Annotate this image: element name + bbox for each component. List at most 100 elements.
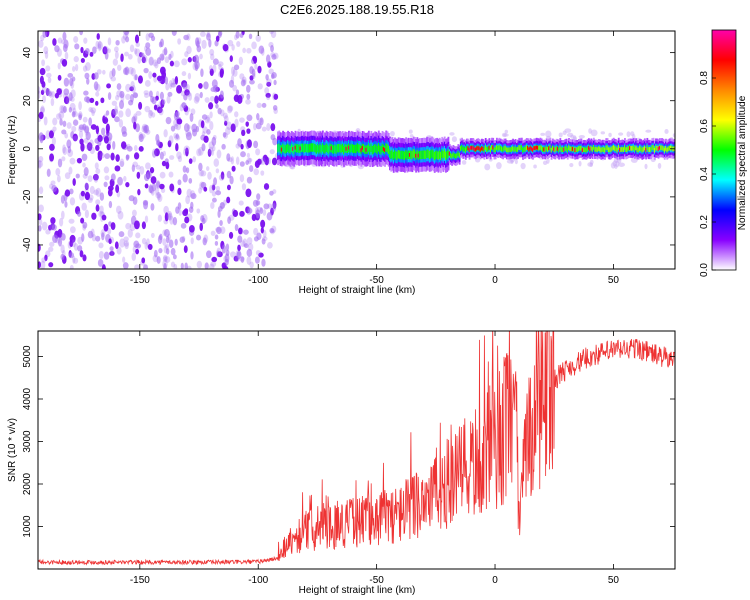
heatmap-cell bbox=[365, 147, 368, 152]
heatmap-cell bbox=[267, 157, 271, 165]
x-tick-label: 0 bbox=[492, 275, 498, 286]
heatmap-cell bbox=[120, 53, 124, 63]
heatmap-cell bbox=[185, 91, 192, 97]
heatmap-cell bbox=[236, 251, 241, 258]
heatmap-cell bbox=[141, 221, 146, 230]
heatmap-cell bbox=[661, 145, 664, 151]
heatmap-cell bbox=[517, 146, 519, 152]
heatmap-cell bbox=[502, 147, 505, 153]
heatmap-cell bbox=[242, 47, 247, 54]
heatmap-cell bbox=[597, 146, 600, 152]
heatmap-cell bbox=[215, 190, 222, 196]
heatmap-cell bbox=[82, 116, 88, 123]
heatmap-cell bbox=[87, 230, 94, 239]
heatmap-cell bbox=[571, 147, 574, 151]
heatmap-cell bbox=[200, 68, 204, 77]
heatmap-cell bbox=[239, 33, 244, 38]
heatmap-cell bbox=[155, 192, 161, 199]
heatmap-cell bbox=[657, 147, 660, 151]
heatmap-cell bbox=[155, 186, 160, 196]
heatmap-cell bbox=[310, 143, 313, 152]
heatmap-cell bbox=[240, 143, 244, 150]
heatmap-cell bbox=[497, 145, 500, 151]
heatmap-cell bbox=[246, 84, 251, 93]
heatmap-cell bbox=[79, 250, 84, 258]
heatmap-cell bbox=[132, 209, 137, 217]
heatmap-cell bbox=[177, 187, 182, 196]
heatmap-cell bbox=[109, 246, 114, 252]
heatmap-cell bbox=[148, 56, 155, 66]
snr-frame bbox=[37, 330, 676, 570]
heatmap-cell bbox=[539, 144, 542, 150]
heatmap-cell bbox=[369, 145, 372, 155]
heatmap-cell bbox=[407, 150, 410, 159]
heatmap-cell bbox=[133, 240, 140, 248]
heatmap-cell bbox=[45, 229, 51, 235]
heatmap-cell bbox=[202, 126, 208, 134]
heatmap-cell bbox=[217, 31, 223, 36]
heatmap-cell bbox=[210, 87, 216, 93]
heatmap-cell bbox=[384, 148, 386, 152]
heatmap-cell bbox=[104, 175, 110, 181]
heatmap-cell bbox=[156, 256, 161, 264]
heatmap-cell bbox=[671, 145, 674, 151]
heatmap-cell bbox=[210, 202, 215, 210]
heatmap-cell bbox=[537, 145, 539, 150]
heatmap-cell bbox=[232, 84, 238, 92]
heatmap-cell bbox=[328, 145, 330, 155]
heatmap-cell bbox=[501, 132, 507, 138]
heatmap-cell bbox=[420, 150, 422, 160]
heatmap-cell bbox=[247, 208, 253, 214]
heatmap-cell bbox=[133, 220, 140, 230]
heatmap-cell bbox=[262, 209, 267, 216]
heatmap-cell bbox=[169, 155, 175, 160]
heatmap-cell bbox=[548, 146, 551, 151]
heatmap-cell bbox=[163, 254, 168, 261]
heatmap-cell bbox=[484, 145, 487, 151]
heatmap-cell bbox=[558, 132, 563, 138]
heatmap-cell bbox=[141, 123, 148, 131]
heatmap-cell bbox=[61, 249, 66, 258]
heatmap-cell bbox=[95, 235, 101, 242]
heatmap-cell bbox=[110, 76, 117, 82]
heatmap-cell bbox=[379, 145, 381, 154]
heatmap-cell bbox=[665, 146, 667, 151]
heatmap-cell bbox=[494, 147, 497, 153]
heatmap-cell bbox=[270, 134, 276, 141]
heatmap-cell bbox=[415, 153, 418, 158]
heatmap-cell bbox=[240, 79, 246, 87]
x-tick-label: 50 bbox=[608, 575, 620, 586]
heatmap-cell bbox=[247, 157, 252, 165]
heatmap-cell bbox=[91, 109, 95, 117]
heatmap-cell bbox=[610, 147, 613, 153]
heatmap-cell bbox=[366, 145, 369, 154]
heatmap-cell bbox=[156, 191, 161, 201]
heatmap-cell bbox=[40, 89, 45, 96]
heatmap-cell bbox=[80, 46, 84, 54]
heatmap-cell bbox=[130, 67, 136, 77]
heatmap-cell bbox=[69, 226, 76, 234]
heatmap-cell bbox=[182, 82, 188, 90]
heatmap-cell bbox=[361, 145, 364, 150]
heatmap-cell bbox=[110, 152, 115, 161]
heatmap-cell bbox=[174, 238, 178, 246]
heatmap-cell bbox=[117, 210, 124, 220]
heatmap-cell bbox=[107, 92, 112, 101]
heatmap-cell bbox=[289, 145, 292, 155]
heatmap-cell bbox=[38, 261, 41, 269]
heatmap-cell bbox=[134, 145, 138, 152]
heatmap-cell bbox=[271, 53, 277, 60]
heatmap-cell bbox=[256, 113, 260, 121]
heatmap-cell bbox=[336, 143, 339, 153]
heatmap-cell bbox=[469, 145, 472, 150]
heatmap-cell bbox=[288, 144, 291, 153]
heatmap-cell bbox=[273, 79, 277, 86]
heatmap-cell bbox=[546, 147, 549, 152]
heatmap-cell bbox=[209, 68, 214, 76]
heatmap-cell bbox=[121, 35, 126, 44]
heatmap-cell bbox=[169, 215, 174, 225]
heatmap-cell bbox=[137, 55, 142, 64]
heatmap-cell bbox=[437, 151, 440, 160]
heatmap-cell bbox=[621, 146, 624, 152]
heatmap-cell bbox=[594, 146, 597, 152]
